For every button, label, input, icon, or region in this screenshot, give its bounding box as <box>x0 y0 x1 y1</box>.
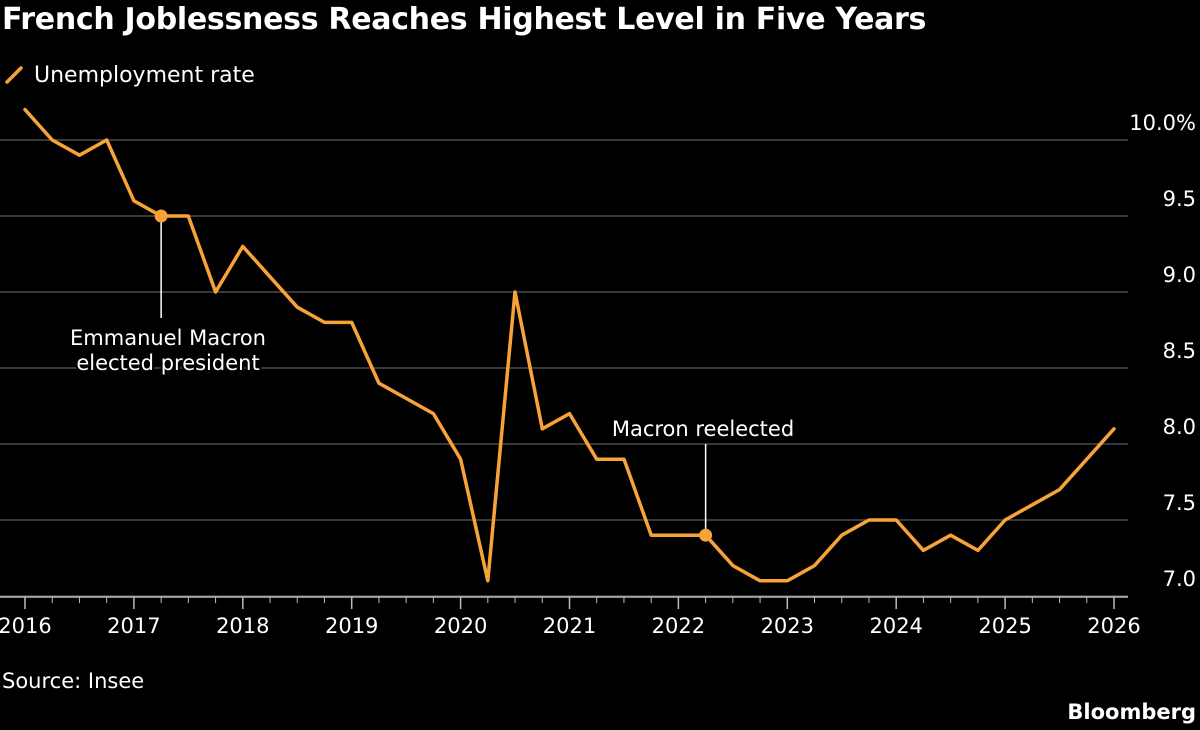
y-tick-label-7.5: 7.5 <box>1163 491 1196 515</box>
annotation-marker-macron-reelected <box>699 528 713 542</box>
y-tick-label-8.5: 8.5 <box>1163 339 1196 363</box>
y-tick-label-7: 7.0 <box>1163 567 1196 591</box>
x-tick-label-2018: 2018 <box>216 614 269 638</box>
source-note: Source: Insee <box>2 669 145 693</box>
annotation-marker-macron-elected <box>154 209 168 223</box>
legend-label: Unemployment rate <box>34 62 255 88</box>
x-tick-label-2021: 2021 <box>543 614 596 638</box>
bloomberg-logo: Bloomberg <box>1067 700 1196 724</box>
annotation-macron-elected-line2: elected president <box>76 351 259 375</box>
chart-legend: Unemployment rate <box>4 60 255 90</box>
x-tick-label-2025: 2025 <box>978 614 1031 638</box>
x-tick-label-2019: 2019 <box>325 614 378 638</box>
unemployment-rate-line <box>23 107 1116 583</box>
x-tick-label-2020: 2020 <box>434 614 487 638</box>
x-tick-label-2024: 2024 <box>869 614 922 638</box>
y-tick-label-10: 10.0% <box>1129 111 1196 135</box>
x-tick-label-2017: 2017 <box>107 614 160 638</box>
x-tick-label-2026: 2026 <box>1087 614 1140 638</box>
annotation-macron-elected-line1: Emmanuel Macron <box>70 326 266 350</box>
y-tick-label-9.5: 9.5 <box>1163 187 1196 211</box>
annotation-macron-reelected: Macron reelected <box>612 417 794 441</box>
legend-line-icon <box>5 66 23 84</box>
chart-title: French Joblessness Reaches Highest Level… <box>2 2 927 37</box>
y-tick-label-9: 9.0 <box>1163 263 1196 287</box>
x-tick-label-2022: 2022 <box>652 614 705 638</box>
x-tick-label-2016: 2016 <box>0 614 52 638</box>
x-tick-label-2023: 2023 <box>761 614 814 638</box>
y-tick-label-8: 8.0 <box>1163 415 1196 439</box>
